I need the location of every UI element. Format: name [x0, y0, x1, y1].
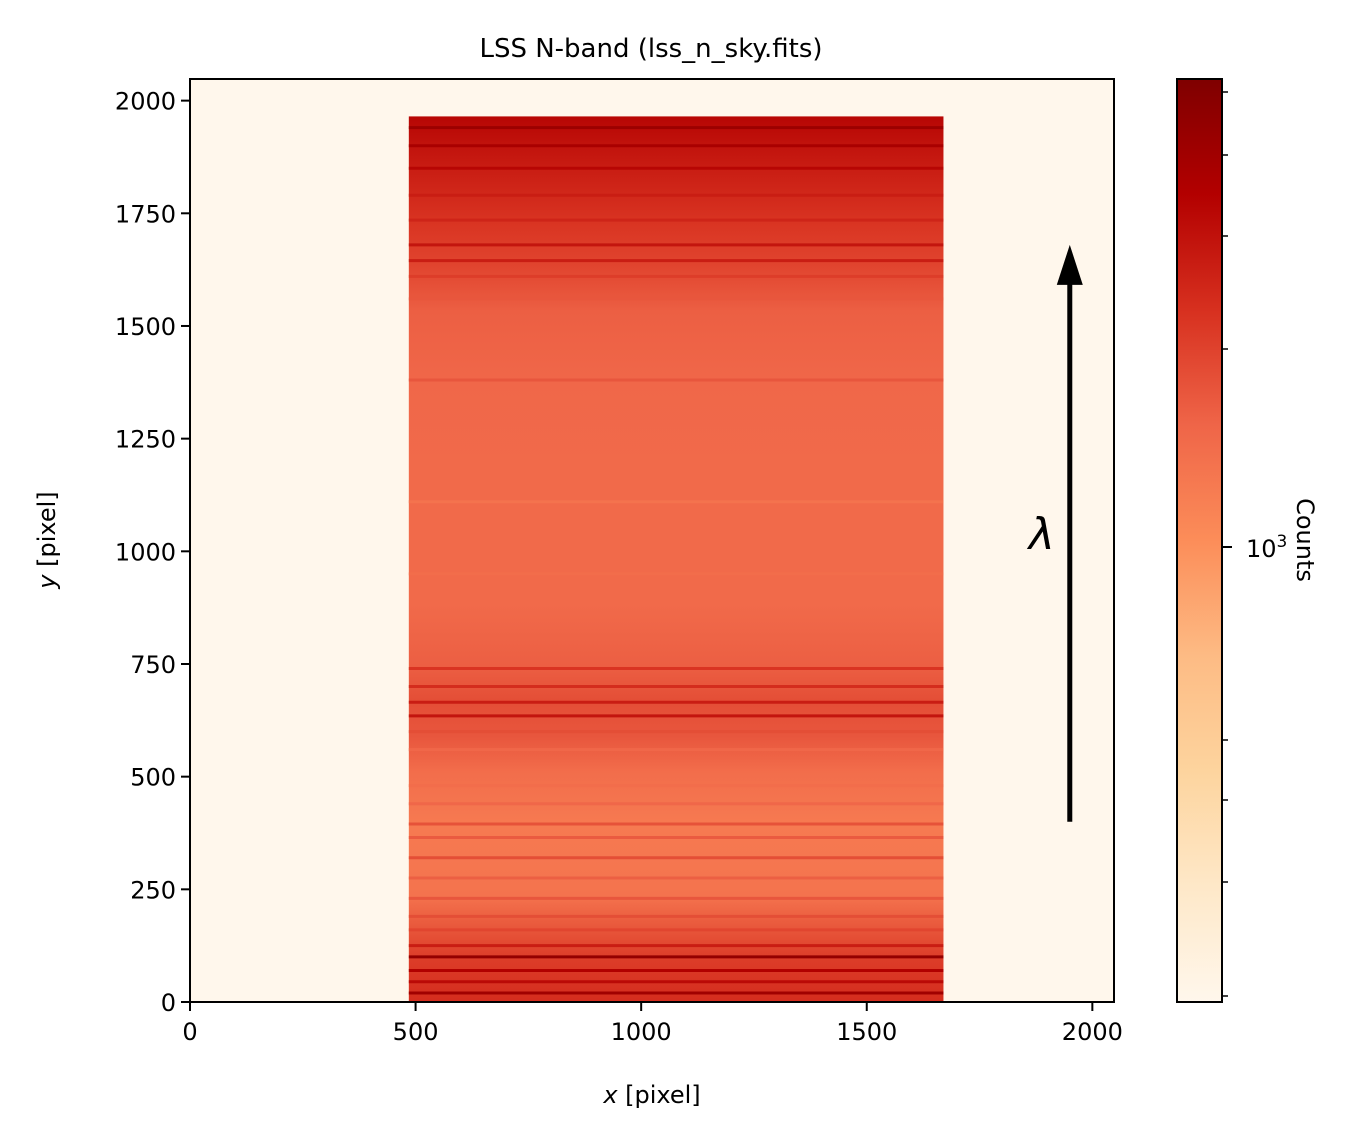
- y-tick-label: 1500: [115, 313, 176, 341]
- chart-title: LSS N-band (lss_n_sky.fits): [479, 34, 822, 64]
- colorbar-tick-base: 10: [1246, 535, 1277, 563]
- colorbar-minor-ticks: [1222, 91, 1228, 997]
- x-axis-unit: [pixel]: [618, 1081, 701, 1109]
- lambda-label: λ: [1027, 509, 1055, 560]
- colorbar-label: Counts: [1291, 498, 1319, 582]
- y-tick-label: 750: [130, 651, 176, 679]
- y-axis: 0 250 500 750 1000 1250 1500 1750 2000: [115, 88, 190, 1017]
- y-tick-label: 250: [130, 876, 176, 904]
- colorbar-tick-label: 103: [1246, 532, 1287, 563]
- sky-lines: [408, 126, 944, 995]
- colorbar: 103 Counts: [1176, 78, 1319, 1003]
- x-tick-label: 1500: [836, 1018, 897, 1046]
- x-tick-label: 500: [393, 1018, 439, 1046]
- plot-area: [190, 79, 1114, 1002]
- x-tick-label: 0: [182, 1018, 197, 1046]
- arrow-head: [1056, 244, 1083, 285]
- x-axis-var: x: [602, 1081, 618, 1109]
- x-tick-label: 2000: [1062, 1018, 1123, 1046]
- y-tick-label: 1250: [115, 426, 176, 454]
- y-tick-label: 0: [161, 989, 176, 1017]
- wavelength-arrow: [1056, 244, 1083, 822]
- colorbar-gradient: [1177, 79, 1222, 1002]
- y-tick-label: 1750: [115, 200, 176, 228]
- illuminated-slit-region: [408, 116, 944, 1002]
- x-axis: 0 500 1000 1500 2000: [182, 1002, 1123, 1046]
- y-axis-unit: [pixel]: [33, 491, 61, 574]
- y-axis-label: y [pixel]: [33, 491, 61, 589]
- x-tick-label: 1000: [611, 1018, 672, 1046]
- colorbar-tick-exponent: 3: [1277, 532, 1288, 552]
- plot-frame: [189, 78, 1115, 1003]
- y-tick-label: 2000: [115, 88, 176, 116]
- y-tick-label: 500: [130, 764, 176, 792]
- y-axis-var: y: [33, 574, 61, 590]
- colorbar-frame: [1176, 78, 1223, 1003]
- x-axis-label: x [pixel]: [602, 1081, 700, 1109]
- y-tick-label: 1000: [115, 538, 176, 566]
